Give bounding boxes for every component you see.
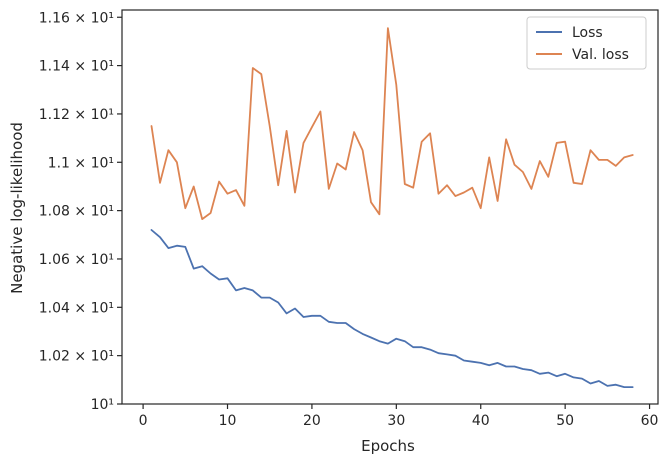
series-line-val-loss xyxy=(150,27,634,221)
plot-frame xyxy=(121,9,659,405)
x-tick-label: 50 xyxy=(556,413,574,429)
x-axis-label: Epochs xyxy=(361,437,415,455)
y-tick-label: 1.04 × 10¹ xyxy=(39,300,114,316)
x-tick-label: 0 xyxy=(139,413,148,429)
y-axis: 10¹ 1.02 × 10¹ 1.04 × 10¹ 1.06 × 10¹ 1.08 × … xyxy=(39,10,122,413)
y-axis-label: Negative log-likelihood xyxy=(8,122,26,294)
plot-area xyxy=(121,9,659,405)
y-tick-label: 1.06 × 10¹ xyxy=(39,252,114,268)
x-tick-label: 10 xyxy=(219,413,237,429)
x-tick-label: 60 xyxy=(641,413,659,429)
y-tick-label: 1.02 × 10¹ xyxy=(39,349,114,365)
x-tick-label: 40 xyxy=(472,413,490,429)
legend-label: Val. loss xyxy=(572,47,629,63)
series-line-loss xyxy=(150,229,634,389)
legend-label: Loss xyxy=(572,25,603,41)
series-layer xyxy=(150,27,634,389)
y-tick-label: 1.16 × 10¹ xyxy=(39,10,114,26)
y-tick-label: 1.14 × 10¹ xyxy=(39,59,114,75)
x-tick-label: 20 xyxy=(303,413,321,429)
y-tick-label: 1.12 × 10¹ xyxy=(39,107,114,123)
x-axis: 0 10 20 30 40 50 60 xyxy=(139,404,659,429)
x-tick-label: 30 xyxy=(387,413,405,429)
legend: Loss Val. loss xyxy=(526,16,647,70)
y-tick-label: 1.08 × 10¹ xyxy=(39,204,114,220)
legend-box xyxy=(526,16,647,70)
y-tick-label: 10¹ xyxy=(91,397,114,413)
y-tick-label: 1.1 × 10¹ xyxy=(48,155,114,171)
